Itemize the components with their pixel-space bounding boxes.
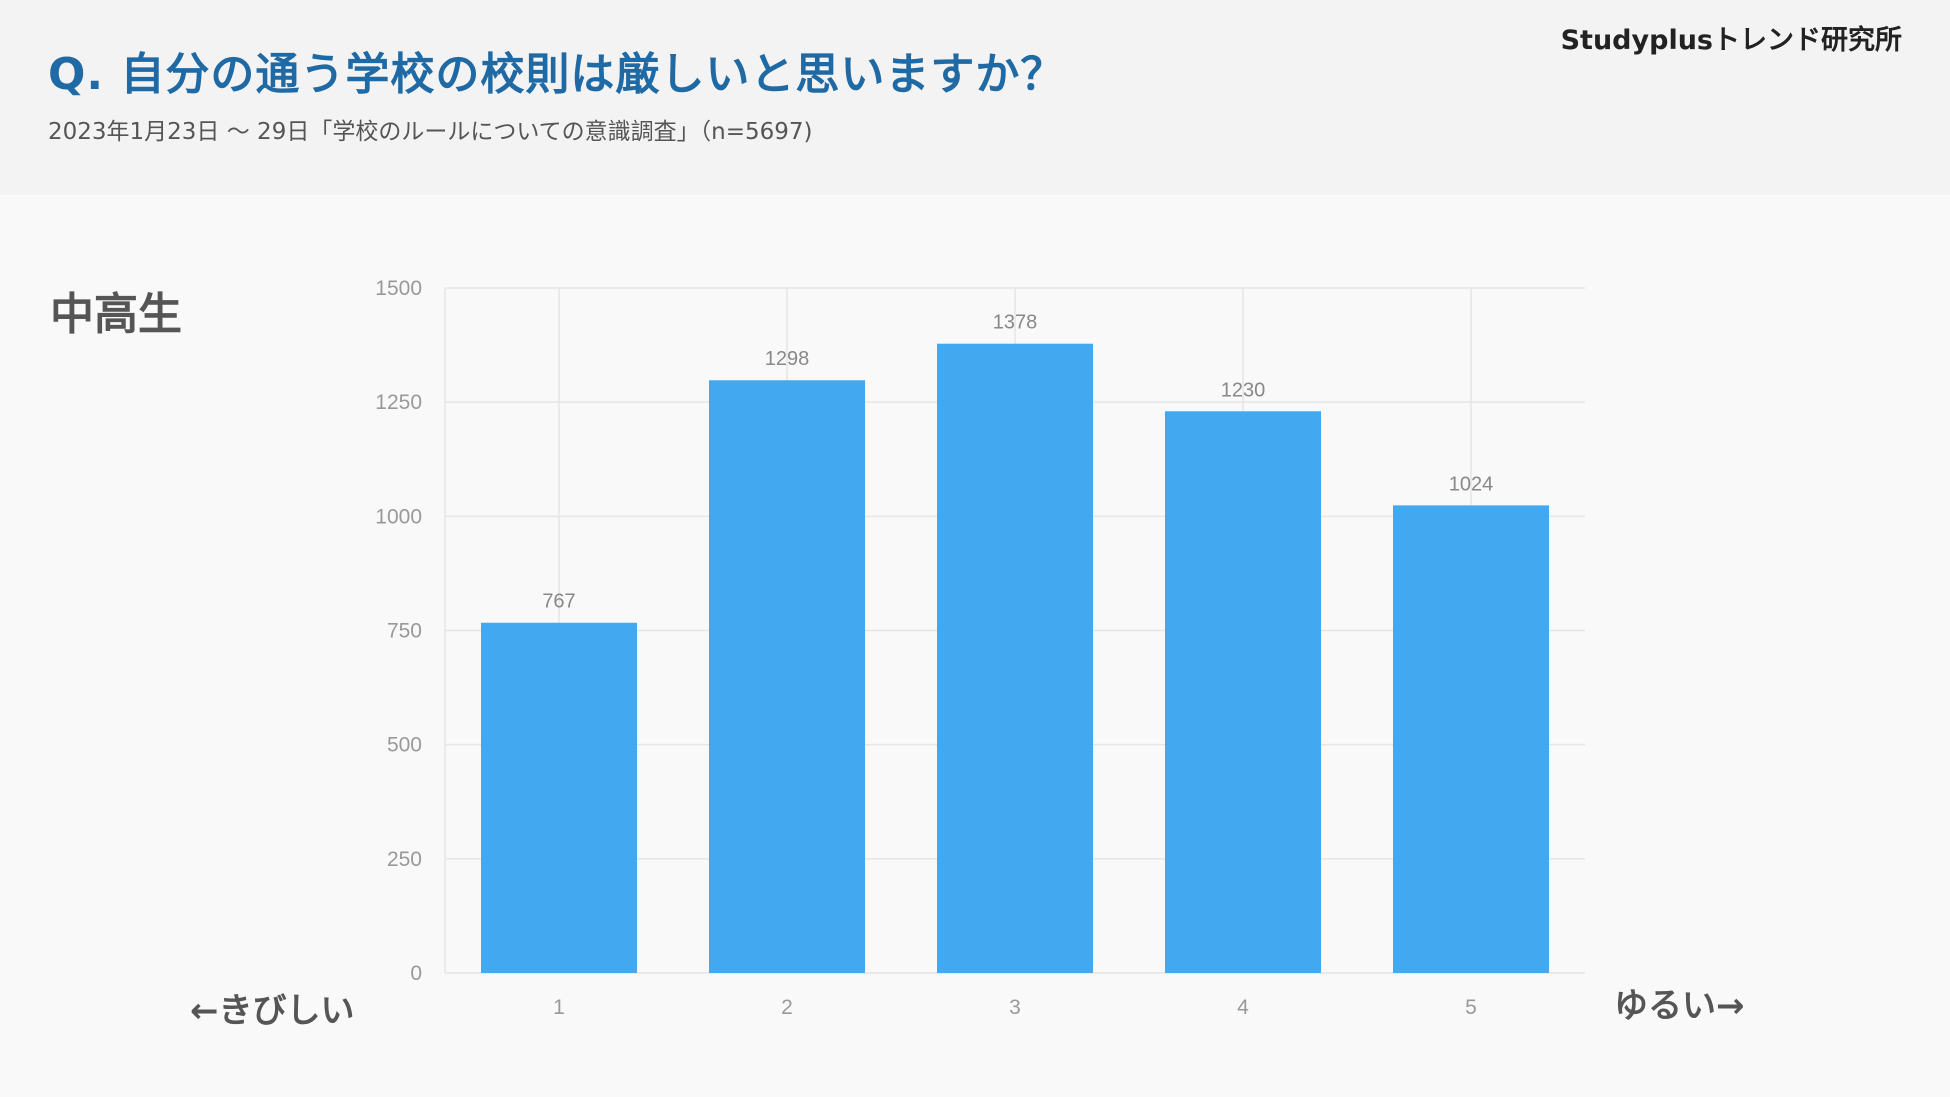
y-tick-label: 1000 [375,505,422,528]
x-tick-label: 5 [1465,996,1477,1019]
data-label: 1024 [1449,473,1494,495]
brand-logo-text: Studyplusトレンド研究所 [1560,25,1902,56]
bar-4 [1165,411,1321,973]
bar-layer [481,343,1549,973]
question-title: Q. 自分の通う学校の校則は厳しいと思いますか？ [48,49,1066,100]
y-tick-label: 0 [410,962,422,985]
y-tick-label: 1250 [375,391,422,414]
x-tick-label: 1 [553,996,565,1019]
data-label: 767 [542,591,575,613]
bar-5 [1393,505,1549,973]
bar-3 [937,343,1093,973]
x-tick-label: 3 [1009,996,1021,1019]
data-label: 1298 [765,348,810,370]
y-tick-label: 1500 [375,277,422,300]
segment-label: 中高生 [50,289,182,340]
bar-2 [709,380,865,973]
survey-subtitle: 2023年1月23日 〜 29日「学校のルールについての意識調査」（n=5697… [48,119,813,145]
y-tick-label: 500 [387,734,422,757]
bar-1 [481,622,637,973]
y-tick-label: 750 [387,620,422,643]
label-layer: 0 250 500 750 1000 1250 1500 767 1 1298 2 1378 3 1230… [375,277,1493,1019]
x-tick-label: 4 [1237,996,1249,1019]
x-tick-label: 2 [781,996,793,1019]
data-label: 1378 [993,312,1038,334]
lenient-direction-label: ゆるい→ [1614,986,1745,1026]
data-label: 1230 [1221,379,1266,401]
header: Q. 自分の通う学校の校則は厳しいと思いますか？ 2023年1月23日 〜 29… [0,0,1950,195]
y-tick-label: 250 [387,848,422,871]
strict-direction-label: ←きびしい [190,991,355,1031]
